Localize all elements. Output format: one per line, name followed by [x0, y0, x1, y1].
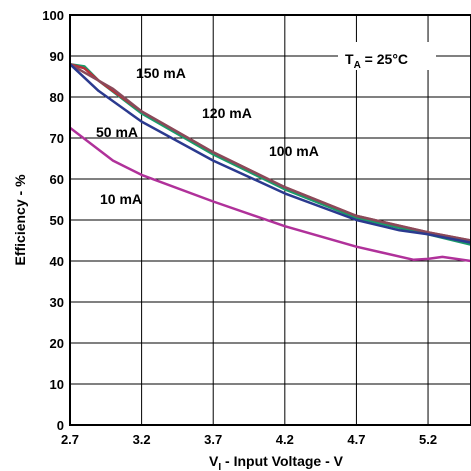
- series-line-10-ma: [69, 126, 471, 263]
- series-label-100-ma: 100 mA: [269, 143, 319, 159]
- y-tick-label: 100: [42, 8, 64, 23]
- y-tick-label: 90: [50, 49, 64, 64]
- y-tick-label: 40: [50, 254, 64, 269]
- y-tick-label: 10: [50, 377, 64, 392]
- plot-frame: [69, 14, 471, 426]
- series-line-50-ma: [69, 63, 471, 244]
- annotation-background: [338, 42, 436, 70]
- series-labels: 150 mA 120 mA 100 mA 50 mA 10 mA: [96, 65, 319, 207]
- y-tick-label: 80: [50, 90, 64, 105]
- tick-labels: 0 10 20 30 40 50 60 70 80 90 100 2.7 3.2 3.7 4.2 4.7 5.2: [42, 8, 437, 447]
- y-tick-label: 20: [50, 336, 64, 351]
- x-tick-label: 3.7: [204, 432, 222, 447]
- y-tick-label: 30: [50, 295, 64, 310]
- y-tick-label: 60: [50, 172, 64, 187]
- series-lines: [69, 62, 471, 263]
- series-label-150-ma: 150 mA: [136, 65, 186, 81]
- y-tick-label: 50: [50, 213, 64, 228]
- x-tick-label: 4.7: [347, 432, 365, 447]
- x-tick-label: 2.7: [61, 432, 79, 447]
- y-tick-label: 0: [57, 418, 64, 433]
- x-tick-label: 4.2: [276, 432, 294, 447]
- y-tick-label: 70: [50, 131, 64, 146]
- x-axis-label: VI - Input Voltage - V: [209, 453, 344, 471]
- series-label-50-ma: 50 mA: [96, 124, 138, 140]
- series-label-120-ma: 120 mA: [202, 105, 252, 121]
- series-line-100-ma: [69, 63, 471, 242]
- x-tick-label: 5.2: [419, 432, 437, 447]
- temperature-annotation: TA = 25°C: [345, 51, 408, 71]
- y-axis-label: Efficiency - %: [12, 174, 28, 266]
- x-tick-label: 3.2: [133, 432, 151, 447]
- series-label-10-ma: 10 mA: [100, 191, 142, 207]
